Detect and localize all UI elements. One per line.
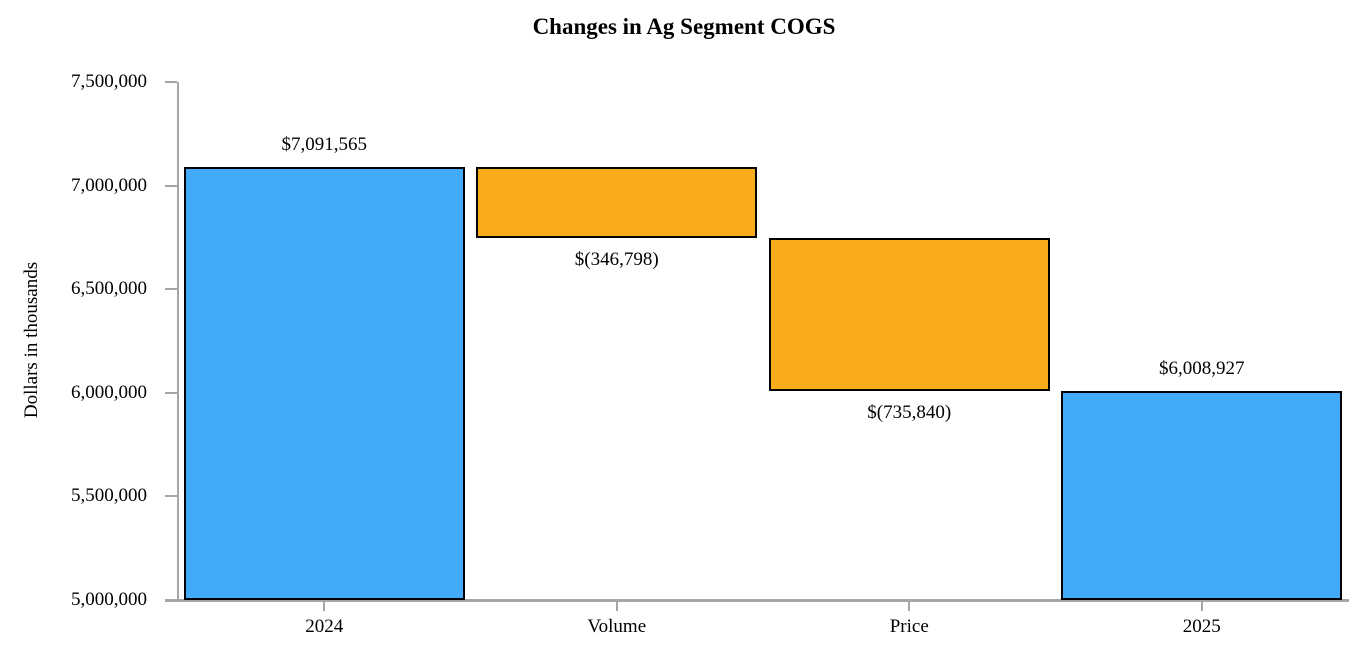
y-axis-tick [165,184,177,187]
chart-title: Changes in Ag Segment COGS [532,14,836,39]
waterfall-bar-volume [476,166,758,239]
waterfall-bar-2025 [1061,390,1343,600]
x-axis-label: Price [889,616,929,637]
bar-value-label: $7,091,565 [281,133,368,155]
x-axis-label: Volume [587,616,647,637]
x-axis-line [165,599,1349,602]
waterfall-bar-price [768,238,1050,391]
bar-value-label: $(735,840) [867,401,952,423]
y-axis-tick [165,495,177,498]
y-axis-tick-label: 7,500,000 [71,71,147,92]
waterfall-bar-2024 [183,166,465,600]
x-axis-tick [1200,602,1203,611]
x-axis-label: 2024 [305,616,344,637]
y-axis-tick-label: 5,000,000 [71,589,147,610]
bar-value-label: $(346,798) [574,249,659,271]
y-axis-tick-label: 6,500,000 [71,278,147,300]
x-axis-tick [323,602,326,611]
y-axis-tick [165,391,177,394]
y-axis-tick [165,81,177,83]
y-axis-tick-label: 7,000,000 [71,174,147,196]
x-axis-label: 2025 [1182,616,1221,637]
x-axis-tick [615,602,618,611]
y-axis-line [177,82,179,602]
y-axis-tick-label: 5,500,000 [71,485,147,507]
y-axis-tick [165,599,177,601]
x-axis-tick [908,602,911,611]
bar-value-label: $6,008,927 [1159,357,1245,379]
y-axis-tick [165,288,177,291]
y-axis-tick-label: 6,000,000 [71,381,147,403]
